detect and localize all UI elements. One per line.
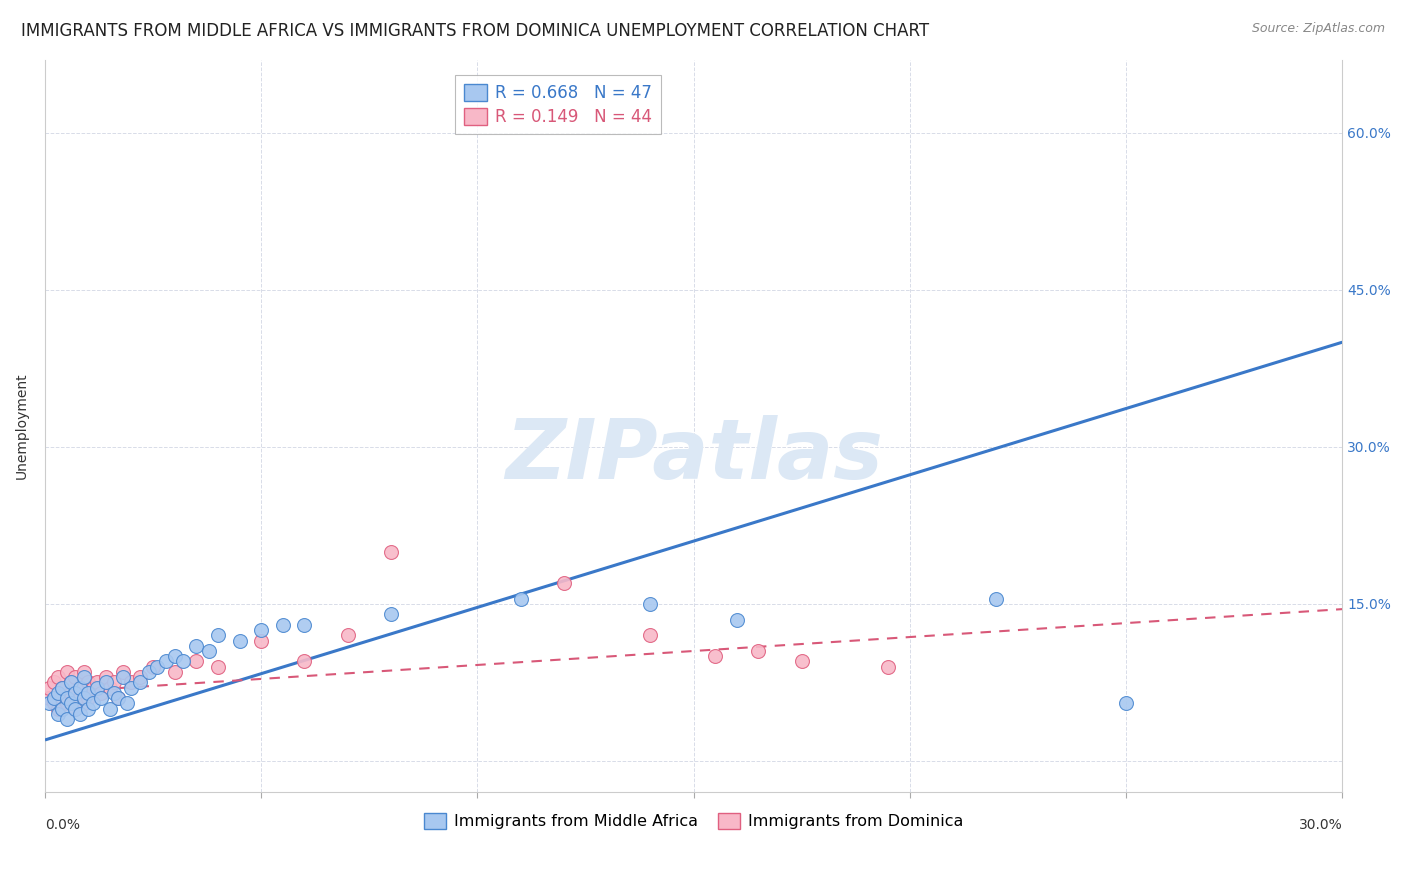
Point: [704, 649, 727, 664]
Point: [77, 691, 100, 706]
Point: [509, 591, 531, 606]
Point: [747, 644, 769, 658]
Point: [59, 675, 82, 690]
Point: [111, 670, 134, 684]
Point: [129, 675, 152, 690]
Point: [86, 681, 108, 695]
Point: [86, 675, 108, 690]
Point: [198, 644, 221, 658]
Point: [46, 686, 69, 700]
Point: [1115, 696, 1137, 710]
Point: [877, 659, 900, 673]
Point: [294, 655, 316, 669]
Legend: Immigrants from Middle Africa, Immigrants from Dominica: Immigrants from Middle Africa, Immigrant…: [418, 806, 970, 836]
Point: [59, 686, 82, 700]
Point: [42, 691, 65, 706]
Point: [250, 633, 273, 648]
Point: [73, 696, 96, 710]
Point: [51, 681, 73, 695]
Point: [380, 607, 402, 622]
Text: 30.0%: 30.0%: [1299, 819, 1343, 832]
Point: [138, 665, 160, 679]
Point: [55, 696, 77, 710]
Point: [46, 670, 69, 684]
Point: [65, 670, 87, 684]
Point: [207, 659, 229, 673]
Point: [69, 706, 91, 721]
Point: [107, 691, 129, 706]
Point: [98, 681, 121, 695]
Point: [94, 675, 117, 690]
Point: [65, 701, 87, 715]
Text: IMMIGRANTS FROM MIDDLE AFRICA VS IMMIGRANTS FROM DOMINICA UNEMPLOYMENT CORRELATI: IMMIGRANTS FROM MIDDLE AFRICA VS IMMIGRA…: [21, 22, 929, 40]
Point: [38, 681, 60, 695]
Point: [228, 633, 250, 648]
Point: [42, 675, 65, 690]
Point: [790, 655, 813, 669]
Point: [725, 613, 748, 627]
Point: [155, 655, 177, 669]
Y-axis label: Unemployment: Unemployment: [15, 373, 30, 479]
Point: [271, 617, 294, 632]
Point: [77, 701, 100, 715]
Point: [69, 681, 91, 695]
Point: [250, 623, 273, 637]
Point: [51, 681, 73, 695]
Point: [55, 665, 77, 679]
Point: [640, 597, 662, 611]
Point: [51, 691, 73, 706]
Point: [142, 659, 165, 673]
Point: [82, 681, 104, 695]
Point: [94, 670, 117, 684]
Point: [986, 591, 1008, 606]
Point: [46, 706, 69, 721]
Point: [65, 686, 87, 700]
Point: [380, 544, 402, 558]
Point: [120, 675, 142, 690]
Point: [111, 665, 134, 679]
Point: [77, 675, 100, 690]
Point: [172, 655, 194, 669]
Point: [73, 665, 96, 679]
Point: [146, 659, 169, 673]
Point: [115, 696, 138, 710]
Point: [73, 670, 96, 684]
Point: [553, 576, 575, 591]
Point: [90, 686, 112, 700]
Point: [120, 681, 142, 695]
Point: [73, 691, 96, 706]
Point: [103, 675, 125, 690]
Point: [98, 701, 121, 715]
Point: [186, 655, 208, 669]
Point: [640, 628, 662, 642]
Point: [186, 639, 208, 653]
Text: ZIPatlas: ZIPatlas: [505, 415, 883, 496]
Text: 0.0%: 0.0%: [45, 819, 80, 832]
Point: [90, 691, 112, 706]
Point: [294, 617, 316, 632]
Point: [55, 691, 77, 706]
Point: [336, 628, 359, 642]
Point: [103, 686, 125, 700]
Point: [69, 681, 91, 695]
Point: [51, 701, 73, 715]
Point: [163, 665, 186, 679]
Point: [65, 701, 87, 715]
Point: [77, 686, 100, 700]
Point: [207, 628, 229, 642]
Point: [129, 670, 152, 684]
Point: [59, 696, 82, 710]
Point: [82, 696, 104, 710]
Point: [38, 691, 60, 706]
Text: Source: ZipAtlas.com: Source: ZipAtlas.com: [1251, 22, 1385, 36]
Point: [46, 701, 69, 715]
Point: [107, 691, 129, 706]
Point: [42, 696, 65, 710]
Point: [38, 696, 60, 710]
Point: [59, 675, 82, 690]
Point: [55, 712, 77, 726]
Point: [163, 649, 186, 664]
Point: [69, 691, 91, 706]
